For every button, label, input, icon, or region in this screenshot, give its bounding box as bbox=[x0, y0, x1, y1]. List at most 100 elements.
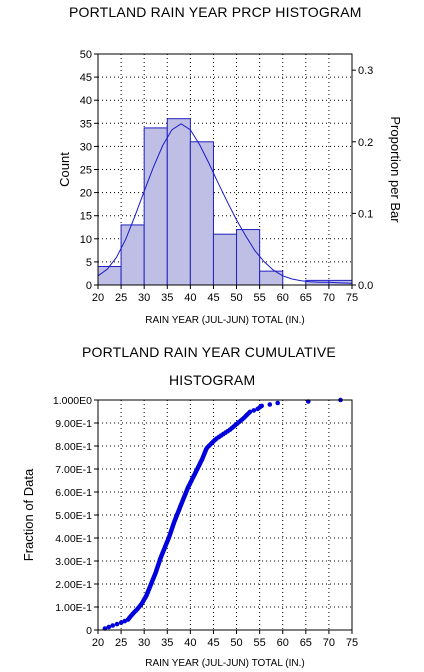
cdf-point bbox=[188, 479, 194, 484]
x-tick-label: 30 bbox=[138, 637, 150, 649]
cdf-point bbox=[130, 611, 136, 616]
x-axis-label: RAIN YEAR (JUL-JUN) TOTAL (IN.) bbox=[145, 658, 304, 669]
cdf-point bbox=[178, 503, 184, 508]
cdf-point bbox=[231, 424, 236, 430]
x-tick-label: 65 bbox=[300, 637, 312, 649]
x-tick-label: 60 bbox=[277, 637, 289, 649]
cdf-point bbox=[227, 427, 233, 433]
cdf-point bbox=[163, 543, 168, 548]
cdf-point bbox=[193, 468, 199, 474]
cdf-point bbox=[183, 491, 188, 496]
y-tick-label: 8.00E-1 bbox=[55, 441, 92, 453]
cdf-point bbox=[196, 464, 201, 470]
y-tick-label: 1.00E-1 bbox=[55, 602, 92, 614]
cdf-point bbox=[187, 480, 193, 486]
cdf-point bbox=[143, 595, 148, 600]
cdf-point bbox=[259, 403, 265, 409]
cdf-point bbox=[173, 514, 179, 520]
cdf-point bbox=[179, 501, 184, 507]
y-tick-label: 35 bbox=[80, 118, 92, 130]
cdf-point bbox=[167, 534, 172, 539]
cdf-point bbox=[243, 414, 248, 419]
y-tick-label: 0 bbox=[86, 625, 92, 637]
cdf-point bbox=[147, 584, 153, 590]
cdf-point bbox=[154, 566, 160, 572]
cdf-point bbox=[161, 547, 167, 553]
cdf-point bbox=[190, 476, 195, 481]
y-tick-label: 45 bbox=[80, 72, 92, 84]
cdf-point bbox=[208, 442, 213, 447]
cdf-point bbox=[174, 513, 179, 518]
cdf-point bbox=[164, 541, 169, 547]
cdf-point bbox=[176, 509, 181, 514]
histogram-bar bbox=[212, 233, 238, 286]
cdf-point bbox=[135, 606, 140, 612]
cdf-point bbox=[201, 452, 207, 458]
x-tick-label: 70 bbox=[323, 637, 335, 649]
histogram-bar bbox=[143, 127, 168, 286]
x-tick-label: 65 bbox=[300, 292, 312, 304]
y-axis-label: Count bbox=[57, 152, 72, 187]
cumulative-title-line1: PORTLAND RAIN YEAR CUMULATIVE bbox=[82, 344, 336, 360]
cdf-point bbox=[147, 586, 152, 591]
cdf-point bbox=[129, 612, 134, 618]
cdf-point bbox=[159, 552, 165, 557]
cdf-point bbox=[133, 608, 139, 613]
cdf-point bbox=[223, 430, 228, 435]
cdf-point bbox=[170, 523, 176, 529]
cdf-point bbox=[179, 500, 185, 505]
cdf-point bbox=[191, 473, 197, 479]
cdf-point bbox=[192, 471, 197, 477]
cdf-point bbox=[157, 558, 163, 563]
cdf-point bbox=[155, 565, 160, 570]
y-tick-label: 15 bbox=[80, 211, 92, 223]
y-tick-label: 5 bbox=[86, 257, 92, 269]
cdf-point bbox=[238, 418, 243, 424]
x-tick-label: 25 bbox=[115, 292, 127, 304]
y-tick-label: 25 bbox=[80, 165, 92, 177]
y2-tick-label: 0.3 bbox=[358, 65, 373, 77]
cdf-point bbox=[172, 517, 178, 523]
cdf-point bbox=[146, 587, 151, 593]
y-axis-label: Fraction of Data bbox=[21, 468, 36, 561]
cdf-point bbox=[236, 420, 242, 425]
cdf-point bbox=[128, 614, 133, 619]
cdf-point bbox=[225, 428, 230, 434]
y-tick-label: 40 bbox=[80, 95, 92, 107]
x-tick-label: 40 bbox=[184, 292, 196, 304]
y-tick-label: 20 bbox=[80, 188, 92, 200]
cdf-point bbox=[189, 477, 194, 483]
cdf-point bbox=[145, 590, 150, 596]
cdf-point bbox=[171, 520, 177, 526]
cdf-point bbox=[136, 605, 141, 610]
x-tick-label: 75 bbox=[346, 292, 358, 304]
cdf-point bbox=[216, 434, 222, 440]
y-tick-label: 0 bbox=[86, 280, 92, 292]
y-tick-label: 5.00E-1 bbox=[55, 510, 92, 522]
density-curve bbox=[97, 123, 353, 284]
y2-axis-label: Proportion per Bar bbox=[388, 116, 403, 223]
cdf-point bbox=[275, 400, 281, 406]
cdf-point bbox=[158, 556, 163, 562]
cdf-point bbox=[205, 445, 210, 450]
cdf-point bbox=[199, 458, 204, 464]
cdf-point bbox=[182, 492, 188, 498]
cdf-point bbox=[159, 553, 164, 559]
cdf-point bbox=[214, 436, 219, 441]
cdf-point bbox=[176, 507, 182, 513]
cdf-point bbox=[126, 615, 132, 621]
x-tick-label: 30 bbox=[138, 292, 150, 304]
cdf-point bbox=[170, 525, 175, 530]
x-tick-label: 50 bbox=[230, 637, 242, 649]
cdf-point bbox=[167, 532, 173, 538]
cdf-point bbox=[149, 580, 154, 585]
x-tick-label: 40 bbox=[184, 637, 196, 649]
y-tick-label: 7.00E-1 bbox=[55, 464, 92, 476]
cdf-point bbox=[185, 485, 191, 490]
cdf-point bbox=[196, 463, 202, 468]
cdf-point bbox=[175, 512, 180, 517]
cdf-point bbox=[183, 489, 189, 495]
cdf-point bbox=[102, 626, 108, 631]
cdf-point bbox=[306, 399, 311, 404]
cdf-point bbox=[141, 598, 146, 603]
